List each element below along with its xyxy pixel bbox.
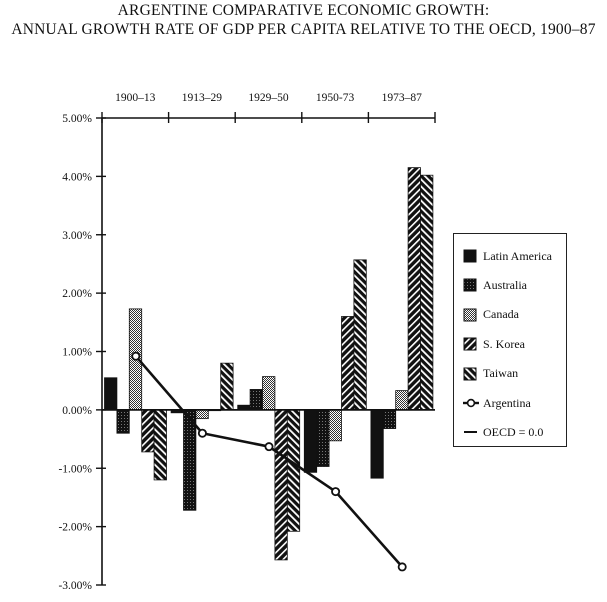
chart-subtitle: ANNUAL GROWTH RATE OF GDP PER CAPITA REL… (11, 21, 596, 38)
x-tick-label: 1973–87 (382, 92, 423, 104)
bar-australia-4 (382, 409, 397, 429)
legend-label: Latin America (483, 248, 552, 263)
y-tick-label: 4.00% (62, 171, 92, 183)
bar-australia-0 (116, 409, 130, 434)
legend-swatch (463, 308, 477, 322)
y-tick-label: 5.00% (62, 113, 92, 125)
argentina-point-4 (397, 562, 407, 572)
y-tick-label: -1.00% (58, 463, 92, 475)
legend-item-australia: Australia (463, 277, 527, 293)
bar-s-korea-0 (141, 409, 155, 453)
legend-swatch (463, 398, 479, 408)
y-tick-label: -2.00% (58, 522, 92, 534)
legend-swatch (463, 367, 477, 381)
bar-australia-2 (249, 389, 263, 411)
bar-latin-america-4 (370, 409, 384, 479)
legend-label: Argentina (483, 395, 531, 410)
bar-taiwan-4 (420, 174, 434, 411)
y-tick-label: 0.00% (62, 405, 92, 417)
legend-label: Canada (483, 307, 519, 322)
legend-label: Taiwan (483, 366, 519, 381)
bar-canada-3 (328, 409, 342, 442)
y-tick-label: 2.00% (62, 288, 92, 300)
bar-taiwan-2 (286, 409, 301, 532)
bar-taiwan-1 (220, 362, 234, 411)
legend-item-taiwan: Taiwan (463, 366, 518, 382)
bar-taiwan-0 (153, 409, 167, 481)
x-tick-label: 1950-73 (316, 92, 355, 104)
argentina-point-2 (264, 442, 274, 452)
argentina-point-0 (131, 351, 141, 361)
bar-canada-2 (262, 376, 276, 411)
legend-item-oecd-0-0: OECD = 0.0 (463, 424, 543, 440)
bar-australia-3 (316, 409, 330, 467)
argentina-point-1 (197, 428, 207, 438)
legend-item-s-korea: S. Korea (463, 336, 525, 352)
legend-swatch (463, 337, 477, 351)
legend-item-latin-america: Latin America (463, 248, 552, 264)
y-tick-label: 3.00% (62, 230, 92, 242)
bar-canada-4 (395, 390, 409, 411)
bar-canada-1 (195, 409, 209, 420)
bar-s-korea-3 (341, 316, 355, 411)
x-tick-label: 1900–13 (115, 92, 156, 104)
legend-label: Australia (483, 277, 527, 292)
y-tick-label: -3.00% (58, 580, 92, 592)
legend: Latin America Australia Canada S. Korea Taiw… (453, 233, 567, 447)
x-tick-label: 1913–29 (182, 92, 223, 104)
bar-s-korea-2 (274, 409, 288, 561)
legend-item-canada: Canada (463, 307, 519, 323)
bar-latin-america-3 (303, 409, 318, 473)
legend-swatch (464, 431, 477, 434)
bar-latin-america-0 (104, 377, 118, 411)
legend-label: S. Korea (483, 336, 525, 351)
chart-title: ARGENTINE COMPARATIVE ECONOMIC GROWTH: (117, 2, 490, 19)
legend-label: OECD = 0.0 (483, 424, 544, 439)
x-tick-label: 1929–50 (248, 92, 289, 104)
argentina-point-3 (331, 487, 341, 497)
bar-s-korea-4 (407, 167, 421, 411)
y-tick-label: 1.00% (62, 347, 92, 359)
bar-taiwan-3 (353, 259, 367, 411)
legend-swatch (463, 278, 477, 292)
legend-swatch (463, 249, 477, 263)
legend-item-argentina: Argentina (463, 395, 531, 411)
